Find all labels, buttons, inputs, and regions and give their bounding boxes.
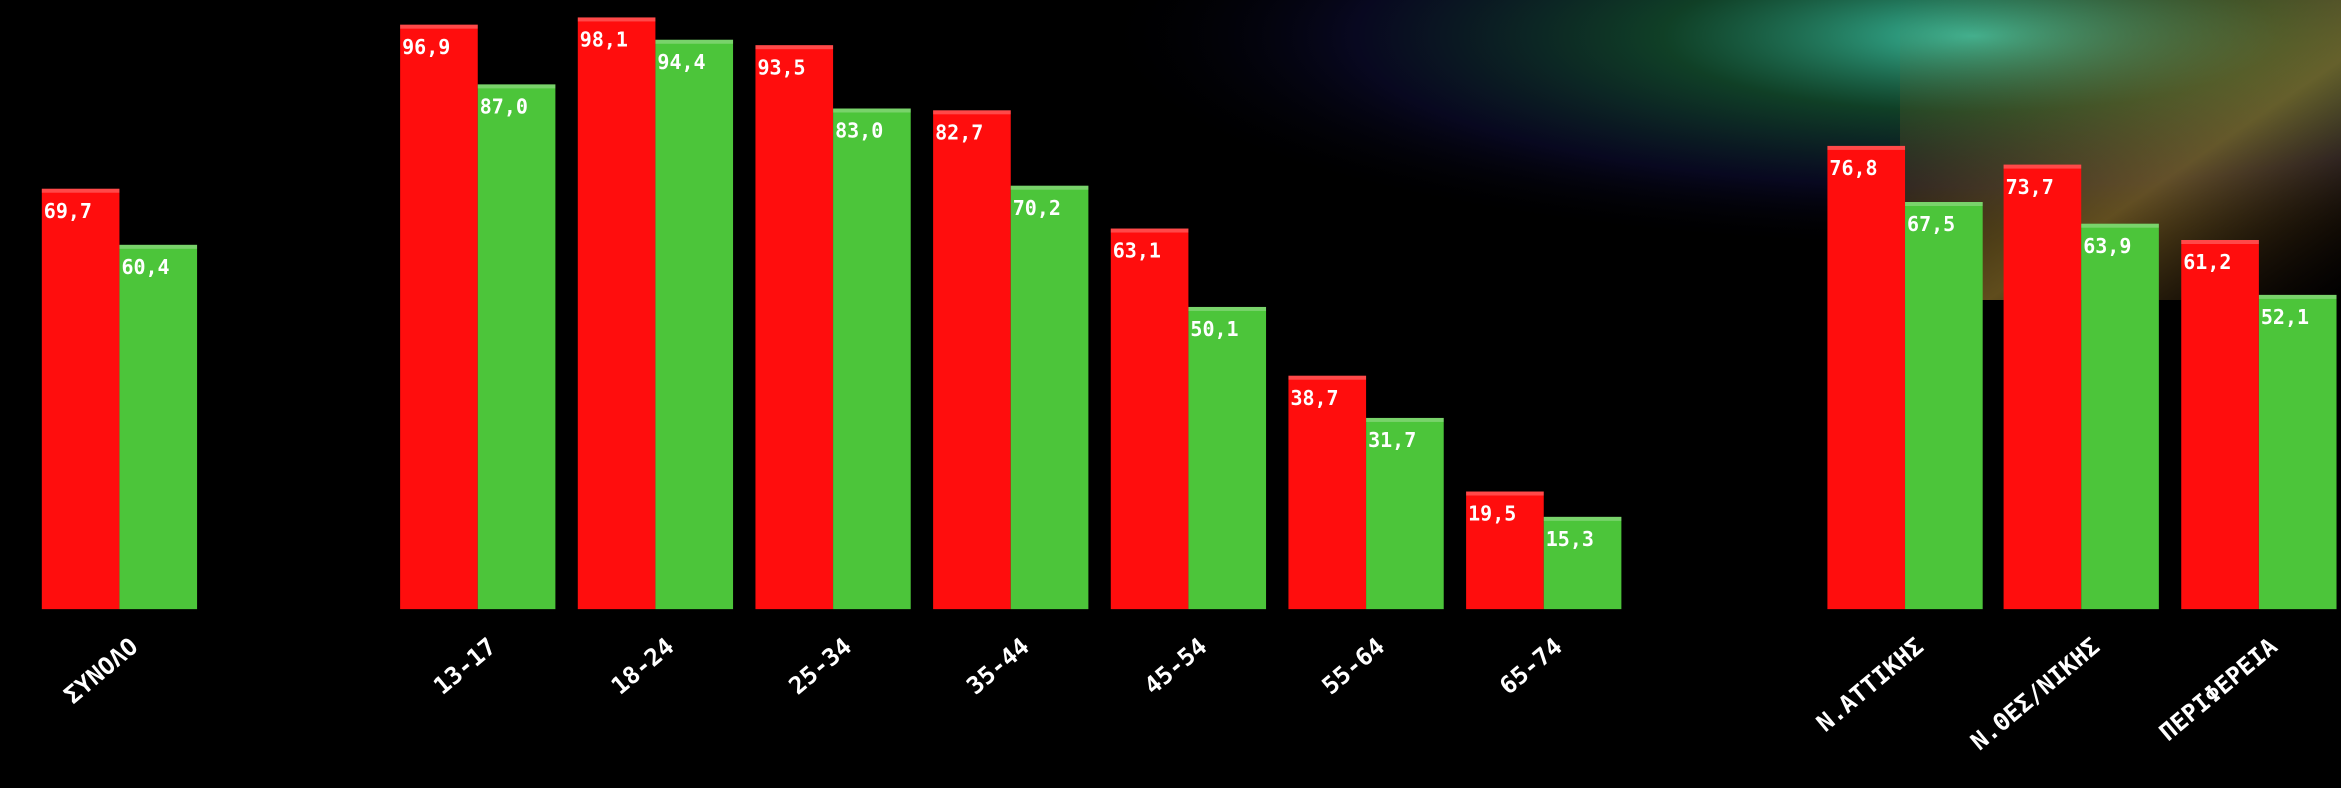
- bar: [1110, 228, 1189, 610]
- bar-highlight: [1366, 417, 1444, 422]
- bar: [1366, 417, 1444, 610]
- bar-highlight: [1010, 185, 1089, 190]
- bar: [1010, 185, 1089, 610]
- bar: [1905, 202, 1983, 610]
- bar-highlight: [2258, 294, 2337, 299]
- bar: [119, 244, 198, 610]
- bar: [755, 45, 834, 610]
- value-label: 31,7: [1368, 428, 1416, 452]
- bar-highlight: [400, 24, 478, 29]
- bar-highlight: [1188, 306, 1267, 311]
- bar-highlight: [755, 45, 834, 50]
- bar: [833, 108, 911, 610]
- bar: [2258, 294, 2337, 610]
- bar-highlight: [2003, 164, 2082, 169]
- value-label: 61,2: [2183, 250, 2231, 274]
- value-label: 93,5: [757, 55, 805, 79]
- bar-highlight: [1827, 145, 1906, 150]
- bar: [2181, 240, 2259, 610]
- bar: [477, 84, 556, 610]
- value-label: 69,7: [44, 199, 92, 223]
- value-label: 73,7: [2006, 175, 2054, 199]
- bar-highlight: [1905, 202, 1983, 207]
- value-label: 82,7: [935, 121, 983, 145]
- value-label: 50,1: [1190, 317, 1238, 341]
- bar: [1827, 145, 1906, 610]
- bar: [41, 188, 120, 610]
- bar-highlight: [577, 17, 656, 22]
- value-label: 70,2: [1013, 196, 1061, 220]
- value-label: 63,1: [1113, 239, 1161, 263]
- bar-highlight: [655, 39, 734, 44]
- bar-highlight: [1110, 228, 1189, 233]
- value-label: 63,9: [2083, 234, 2131, 258]
- bar: [1188, 306, 1267, 610]
- bar-highlight: [41, 188, 120, 193]
- bar-highlight: [1466, 491, 1544, 496]
- value-label: 83,0: [835, 119, 883, 143]
- value-label: 60,4: [121, 255, 169, 279]
- value-label: 38,7: [1290, 386, 1338, 410]
- bar-highlight: [119, 244, 198, 249]
- bar-highlight: [1543, 516, 1622, 521]
- value-label: 67,5: [1907, 212, 1955, 236]
- value-label: 94,4: [657, 50, 705, 74]
- bar-highlight: [2181, 240, 2259, 245]
- value-label: 19,5: [1468, 502, 1516, 526]
- value-label: 87,0: [480, 95, 528, 119]
- bar-highlight: [477, 84, 556, 89]
- value-label: 15,3: [1546, 527, 1594, 551]
- bar-highlight: [2081, 223, 2159, 228]
- bar: [577, 17, 656, 610]
- bar: [400, 24, 478, 610]
- bar: [2003, 164, 2082, 610]
- value-label: 52,1: [2261, 305, 2309, 329]
- bar: [1466, 491, 1544, 610]
- bar-highlight: [833, 108, 911, 113]
- value-label: 76,8: [1829, 156, 1877, 180]
- value-label: 96,9: [402, 35, 450, 59]
- value-label: 98,1: [580, 28, 628, 52]
- bar: [1543, 516, 1622, 610]
- bar: [2081, 223, 2159, 610]
- bar: [1288, 375, 1367, 610]
- bar-highlight: [933, 110, 1011, 115]
- bar: [933, 110, 1011, 610]
- bar: [655, 39, 734, 610]
- bar-highlight: [1288, 375, 1367, 380]
